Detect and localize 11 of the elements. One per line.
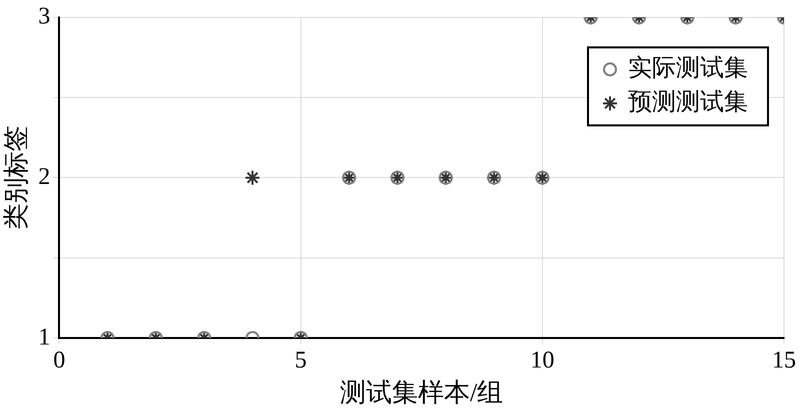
y-tick-label: 2	[38, 164, 50, 190]
y-tick-label: 1	[38, 324, 50, 350]
legend-label: 实际测试集	[628, 54, 748, 82]
y-tick-label: 3	[38, 4, 50, 30]
x-tick-label: 0	[53, 348, 66, 374]
x-tick-label: 15	[772, 348, 796, 374]
x-tick-label: 5	[294, 348, 307, 374]
x-tick-label: 10	[530, 348, 554, 374]
legend-label: 预测测试集	[628, 90, 748, 116]
x-axis-title: 测试集样本/组	[340, 378, 504, 408]
y-axis-title: 类别标签	[1, 126, 30, 230]
